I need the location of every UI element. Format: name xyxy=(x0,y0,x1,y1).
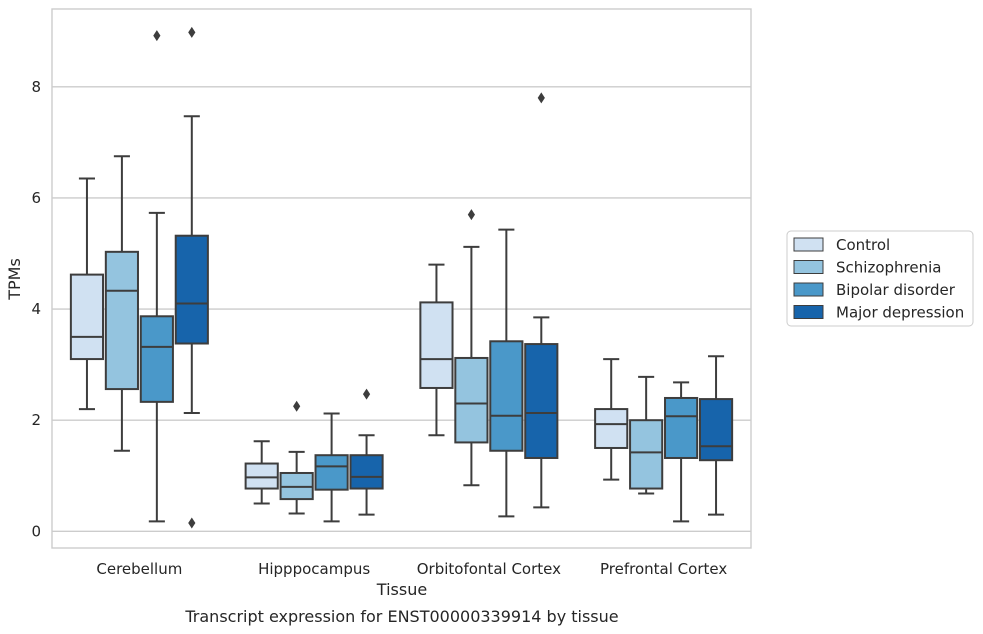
x-tick-label: Orbitofontal Cortex xyxy=(417,560,561,578)
box-schizophrenia xyxy=(279,400,314,515)
box-schizophrenia xyxy=(454,209,489,487)
y-tick-label: 2 xyxy=(31,411,41,429)
y-tick-label: 0 xyxy=(31,522,41,540)
legend-label: Bipolar disorder xyxy=(836,281,956,299)
x-axis-title: Tissue xyxy=(376,580,427,599)
legend-label: Schizophrenia xyxy=(836,259,941,277)
box-iqr xyxy=(174,234,209,345)
legend-frame xyxy=(786,230,974,327)
legend-swatch xyxy=(793,282,824,297)
outlier-point xyxy=(537,92,545,104)
box-major-depression xyxy=(524,92,559,509)
box-groups xyxy=(69,26,734,529)
legend-swatch xyxy=(793,260,824,274)
outlier-point xyxy=(188,517,196,529)
y-tick-label: 6 xyxy=(31,189,41,207)
box-iqr xyxy=(69,273,105,361)
box-iqr xyxy=(419,301,454,389)
box-major-depression xyxy=(349,388,384,516)
y-tick-label: 8 xyxy=(31,78,41,96)
box-iqr xyxy=(104,250,139,391)
x-tick-label: Hipppocampus xyxy=(258,560,370,578)
box-major-depression xyxy=(174,26,209,529)
y-tick-label: 4 xyxy=(31,300,41,318)
chart-caption: Transcript expression for ENST0000033991… xyxy=(184,607,618,626)
box-bipolar-disorder xyxy=(664,381,699,523)
box-iqr xyxy=(349,454,384,490)
outlier-point xyxy=(293,400,301,412)
box-control xyxy=(244,440,279,505)
outlier-point xyxy=(188,26,196,38)
y-axis-title: TPMs xyxy=(5,258,24,301)
legend: Control Schizophrenia Bipolar disorder Majo… xyxy=(786,230,974,327)
box-major-depression xyxy=(698,355,734,516)
box-iqr xyxy=(139,315,174,403)
plot-frame xyxy=(51,8,752,549)
box-iqr xyxy=(244,462,279,490)
x-tick-label: Prefrontal Cortex xyxy=(600,560,727,578)
legend-label: Major depression xyxy=(836,304,964,322)
legend-label: Control xyxy=(836,236,890,254)
box-iqr xyxy=(629,419,664,490)
box-iqr xyxy=(314,454,349,491)
outlier-point xyxy=(362,388,371,400)
legend-swatch xyxy=(793,237,824,252)
y-tick-labels: 0 2 4 6 8 xyxy=(31,78,41,541)
x-tick-labels: Cerebellum Hipppocampus Orbitofontal Corte… xyxy=(96,560,727,578)
legend-swatch xyxy=(793,305,824,319)
outlier-point xyxy=(153,30,161,42)
x-tick-label: Cerebellum xyxy=(96,560,182,578)
outlier-point xyxy=(467,209,475,221)
box-iqr xyxy=(454,356,489,444)
box-iqr xyxy=(594,408,629,449)
box-iqr xyxy=(524,343,559,459)
box-control xyxy=(594,358,629,481)
box-control xyxy=(419,263,454,437)
box-iqr xyxy=(698,398,734,462)
box-iqr xyxy=(664,396,699,459)
box-bipolar-disorder xyxy=(489,228,524,518)
box-control xyxy=(69,177,105,411)
box-iqr xyxy=(489,340,524,452)
box-bipolar-disorder xyxy=(139,30,174,523)
box-schizophrenia xyxy=(629,375,664,495)
box-bipolar-disorder xyxy=(314,412,349,523)
y-gridlines xyxy=(52,86,751,533)
box-schizophrenia xyxy=(104,155,139,452)
legend-entries: Control Schizophrenia Bipolar disorder Majo… xyxy=(793,236,964,322)
